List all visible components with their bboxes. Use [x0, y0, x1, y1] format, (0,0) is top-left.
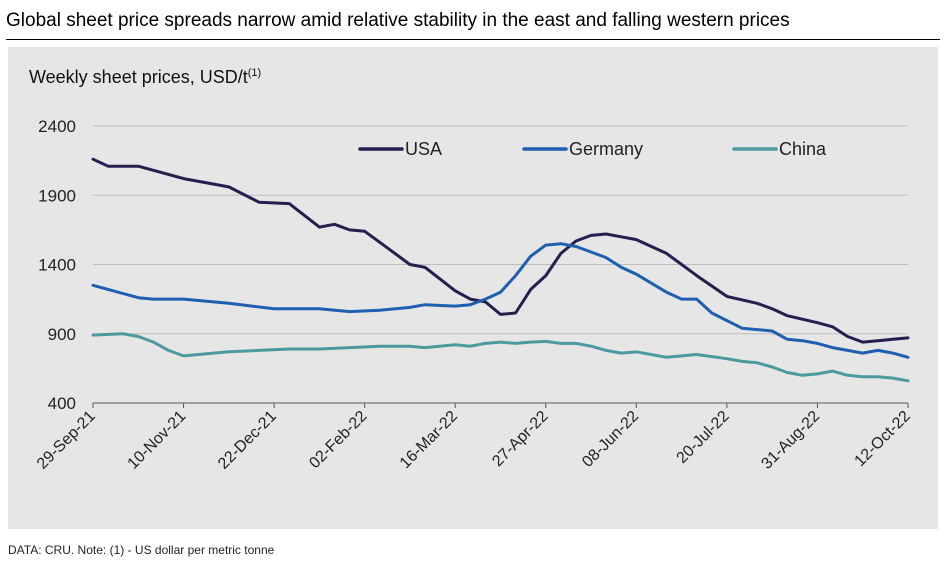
series-line-germany: [91, 242, 910, 359]
x-tick-label: 22-Dec-21: [215, 408, 280, 473]
x-tick-label: 10-Nov-21: [125, 408, 190, 473]
x-axis-ticks: 29-Sep-21 10-Nov-21 22-Dec-21 02-Feb-22 16-M…: [34, 403, 914, 473]
x-tick-label: 29-Sep-21: [34, 408, 99, 473]
chart-panel: [8, 47, 938, 529]
series-line-china: [91, 332, 910, 383]
gridlines: [93, 125, 908, 404]
x-tick-label: 02-Feb-22: [306, 408, 370, 472]
y-tick-label: 2400: [38, 117, 76, 136]
y-axis-ticks: 400 900 1400 1900 2400: [38, 117, 76, 413]
headline-rule: [6, 39, 940, 40]
series-lines: [91, 157, 910, 383]
legend-label-germany: Germany: [569, 139, 643, 159]
footer-source-note: DATA: CRU. Note: (1) - US dollar per met…: [8, 543, 275, 557]
legend-label-china: China: [779, 139, 827, 159]
chart-subtitle: Weekly sheet prices, USD/t(1): [29, 67, 261, 88]
x-tick-label: 12-Oct-22: [852, 408, 914, 470]
y-tick-label: 1900: [38, 186, 76, 205]
series-line-usa: [91, 157, 910, 344]
x-tick-label: 16-Mar-22: [397, 408, 461, 472]
x-tick-label: 08-Jun-22: [579, 408, 642, 471]
chart-subtitle-note: (1): [247, 67, 262, 79]
y-tick-label: 400: [48, 394, 76, 413]
x-tick-label: 31-Aug-22: [758, 408, 823, 473]
y-tick-label: 900: [48, 325, 76, 344]
legend: USA Germany China: [358, 139, 827, 159]
y-tick-label: 1400: [38, 256, 76, 275]
legend-label-usa: USA: [405, 139, 442, 159]
x-tick-label: 20-Jul-22: [674, 408, 733, 467]
chart-subtitle-text: Weekly sheet prices, USD/t: [29, 67, 248, 87]
headline: Global sheet price spreads narrow amid r…: [6, 10, 790, 31]
x-tick-label: 27-Apr-22: [489, 408, 551, 470]
